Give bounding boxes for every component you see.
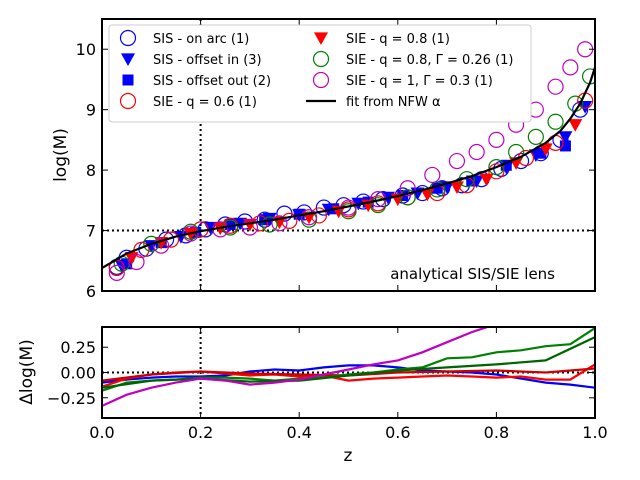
top-plot-frame — [101, 18, 596, 292]
bottom-xtick-label-0: 0.0 — [89, 423, 114, 442]
point-series2-12 — [535, 147, 547, 159]
bottom-ytick-label-1: 0.00 — [60, 364, 96, 383]
point-series6-0 — [108, 264, 125, 281]
legend-marker-0 — [119, 29, 137, 47]
bottom-xtick-label-4: 0.8 — [484, 423, 509, 442]
top-ytick-label-9: 9 — [86, 101, 96, 120]
point-series2-13 — [559, 140, 571, 152]
bottom-ytick-label-2: −0.25 — [47, 389, 96, 408]
top-ylabel: log(M) — [51, 128, 71, 182]
point-series2-10 — [466, 175, 478, 187]
point-series6-14 — [488, 131, 505, 148]
point-series5-11 — [488, 158, 505, 176]
bottom-ytick-label-0: 0.25 — [60, 338, 96, 357]
legend-marker-6 — [312, 71, 330, 89]
point-series6-13 — [468, 143, 485, 161]
point-series4-0 — [124, 252, 139, 265]
point-series6-1 — [128, 253, 145, 271]
legend-label-1: SIS - offset in (3) — [153, 53, 262, 68]
point-series5-14 — [547, 113, 564, 130]
legend-marker-1 — [121, 53, 135, 66]
legend-label-3: SIE - q = 0.6 (1) — [153, 95, 257, 110]
legend-marker-4 — [314, 32, 328, 45]
legend-label-2: SIS - offset out (2) — [153, 74, 271, 89]
point-series4-14 — [538, 143, 553, 156]
point-series2-3 — [224, 219, 236, 231]
annotation-text: analytical SIS/SIE lens — [390, 265, 555, 283]
x-axis-label: z — [344, 446, 353, 466]
point-series6-17 — [547, 78, 564, 95]
point-series2-0 — [121, 258, 133, 270]
point-series2-5 — [293, 208, 305, 220]
legend-label-0: SIS - on arc (1) — [153, 32, 249, 47]
bottom-panel: 0.25 0.00 −0.25 0.0 0.2 0.4 0.6 0.8 1.0 Δlog(M)… — [17, 326, 608, 466]
legend-label-5: SIE - q = 0.8, Γ = 0.26 (1) — [346, 53, 514, 68]
point-series5-7 — [369, 197, 387, 214]
point-series6-10 — [399, 180, 416, 197]
point-series5-4 — [261, 216, 278, 233]
bottom-ylabel: Δlog(M) — [17, 339, 37, 404]
bottom-xtick-label-5: 1.0 — [582, 423, 607, 442]
bottom-xtick-label-1: 0.2 — [188, 423, 213, 442]
top-ytick-label-8: 8 — [86, 161, 96, 180]
legend-marker-5 — [312, 50, 330, 68]
point-series6-2 — [153, 237, 170, 254]
legend-marker-2 — [122, 74, 134, 86]
point-series5-8 — [399, 189, 416, 206]
bottom-xtick-label-3: 0.6 — [385, 423, 410, 442]
point-series6-6 — [271, 215, 288, 232]
legend-label-6: SIE - q = 1, Γ = 0.3 (1) — [346, 74, 493, 89]
point-series6-3 — [182, 225, 199, 242]
point-series5-6 — [340, 203, 357, 220]
bottom-xtick-label-2: 0.4 — [286, 423, 311, 442]
legend-label-4: SIE - q = 0.8 (1) — [346, 32, 450, 47]
top-ytick-label-7: 7 — [86, 222, 96, 241]
point-series5-1 — [143, 235, 160, 252]
point-series5-13 — [527, 128, 544, 145]
point-series6-5 — [241, 219, 258, 236]
point-series4-11 — [449, 181, 464, 195]
point-series6-18 — [562, 59, 579, 76]
point-series1-16 — [578, 101, 593, 114]
residual-line-4 — [102, 336, 595, 389]
top-ytick-label-6: 6 — [86, 282, 96, 301]
point-series4-12 — [479, 173, 494, 187]
point-series3-13 — [488, 163, 505, 180]
legend-box — [108, 24, 532, 123]
top-ytick-label-10: 10 — [76, 40, 96, 59]
point-series4-10 — [420, 188, 435, 202]
legend-label-7: fit from NFW α — [346, 95, 441, 110]
point-series1-15 — [558, 131, 573, 144]
point-series6-12 — [448, 152, 466, 170]
point-series2-9 — [431, 182, 443, 194]
point-series2-11 — [500, 159, 512, 171]
point-series4-15 — [568, 119, 583, 132]
point-series6-7 — [300, 209, 318, 226]
residual-line-5 — [102, 327, 491, 407]
fit-line — [102, 67, 595, 269]
legend: SIS - on arc (1) SIS - offset in (3) SIS -… — [108, 24, 532, 123]
legend-marker-3 — [119, 92, 137, 110]
point-series6-11 — [424, 166, 441, 184]
top-panel: 6 7 8 9 10 log(M) analytical SIS/SIE lens SI… — [51, 18, 596, 301]
point-series5-9 — [429, 181, 446, 198]
